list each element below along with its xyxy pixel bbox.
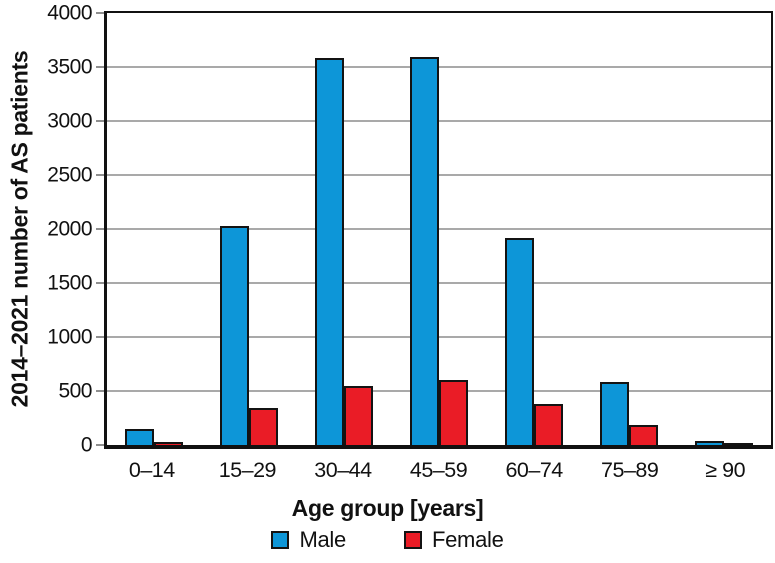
y-tick-label: 0 [80, 433, 93, 457]
y-tick [96, 390, 104, 392]
gridline [107, 228, 771, 230]
y-tick-label: 1500 [47, 271, 92, 295]
x-tick-label: ≥ 90 [705, 458, 746, 482]
bar-male [410, 57, 439, 445]
bar-male [315, 58, 345, 445]
gridline [107, 282, 771, 284]
x-tick-label: 30–44 [314, 458, 372, 482]
bar-male [694, 441, 724, 445]
gridline [107, 120, 771, 122]
x-tick-label: 0–14 [128, 458, 175, 482]
x-tick-label: 75–89 [601, 458, 659, 482]
y-axis-labels: 0 500 1000 1500 2000 2500 3000 3500 4000 [0, 3, 92, 456]
legend-label: Female [431, 527, 504, 552]
bar-female [533, 403, 563, 445]
bar-group [202, 13, 297, 445]
bar-male [504, 237, 534, 445]
y-tick [96, 228, 104, 230]
y-tick-label: 3000 [47, 109, 92, 133]
legend-item-male: Male [271, 527, 346, 553]
plot-area [104, 11, 773, 449]
bar-male [220, 225, 250, 445]
y-tick-label: 2000 [47, 217, 92, 241]
y-tick-label: 1000 [47, 325, 92, 349]
y-tick-label: 500 [58, 379, 92, 403]
bar-female [723, 443, 753, 445]
y-axis-ticks [96, 12, 104, 446]
x-tick-label: 15–29 [218, 458, 277, 482]
bar-group [107, 13, 202, 445]
bar-female [344, 386, 374, 445]
gridline [107, 66, 771, 68]
legend-swatch-male [271, 531, 290, 549]
y-tick [96, 336, 104, 338]
bar-group [676, 13, 771, 445]
y-tick-label: 2500 [47, 163, 92, 187]
y-tick [96, 66, 104, 68]
bar-female [439, 380, 468, 445]
x-tick-label: 60–74 [505, 458, 563, 482]
legend: Male Female [0, 527, 775, 553]
y-tick-label: 3500 [47, 55, 92, 79]
legend-label: Male [299, 527, 346, 552]
gridline [107, 336, 771, 338]
x-axis-labels: 0–14 15–29 30–44 45–59 60–74 75–89 ≥ 90 [104, 458, 773, 483]
gridline [107, 174, 771, 176]
y-tick-label: 4000 [47, 1, 92, 25]
y-tick [96, 444, 104, 446]
legend-swatch-female [403, 531, 422, 549]
y-tick [96, 174, 104, 176]
x-axis-title: Age group [years] [291, 495, 484, 521]
bar-group [486, 13, 581, 445]
bar-female [628, 425, 658, 445]
y-tick [96, 120, 104, 122]
y-tick [96, 12, 104, 14]
bar-group [297, 13, 392, 445]
bar-female [249, 407, 279, 445]
x-tick-label: 45–59 [409, 458, 468, 482]
bar-male [125, 429, 155, 445]
bar-groups [107, 13, 771, 445]
legend-item-female: Female [403, 527, 504, 553]
bar-group [581, 13, 676, 445]
bar-group [392, 13, 487, 445]
y-tick [96, 282, 104, 284]
bar-female [154, 441, 184, 445]
bar-male [599, 381, 629, 445]
